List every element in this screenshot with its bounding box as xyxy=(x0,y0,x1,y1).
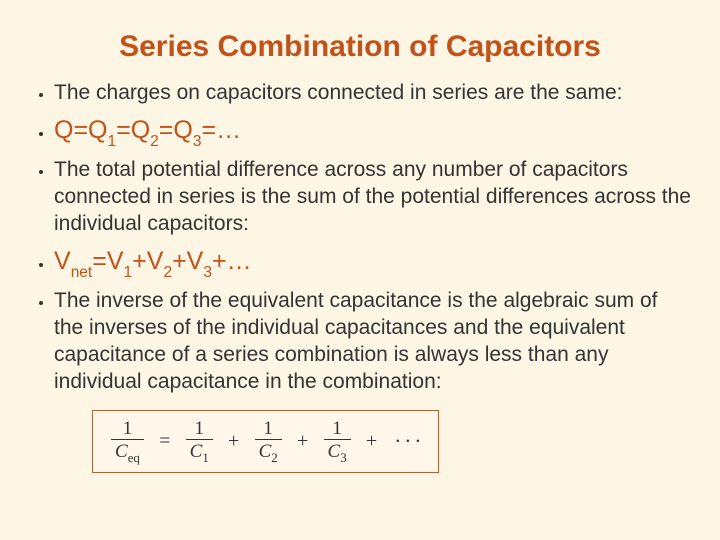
eq-sub: 2 xyxy=(150,133,159,150)
fraction-term: 1 C3 xyxy=(324,419,351,465)
fraction-num: 1 xyxy=(255,419,282,440)
eq-part: +… xyxy=(212,247,252,275)
bullet-text: The charges on capacitors connected in s… xyxy=(54,81,622,104)
eq-part: =… xyxy=(201,116,241,144)
ellipsis: ··· xyxy=(388,429,424,454)
eq-sub: 1 xyxy=(108,133,117,150)
plus-sign: + xyxy=(291,430,314,453)
fraction-num: 1 xyxy=(111,419,144,440)
eq-sub: net xyxy=(71,264,93,281)
eq-sub: 2 xyxy=(163,264,172,281)
eq-sub: 3 xyxy=(203,264,212,281)
den-base: C xyxy=(328,441,341,462)
formula-box: 1 Ceq = 1 C1 + 1 C2 + 1 xyxy=(92,410,439,474)
den-base: C xyxy=(115,441,128,462)
den-base: C xyxy=(259,441,272,462)
formula-region: 1 Ceq = 1 C1 + 1 C2 + 1 xyxy=(92,410,692,474)
bullet-list: The charges on capacitors connected in s… xyxy=(28,80,692,396)
equation-charge: Q=Q1=Q2=Q3=… xyxy=(54,116,241,144)
fraction-lhs: 1 Ceq xyxy=(111,419,144,465)
den-sub: 3 xyxy=(340,450,346,465)
fraction-den: Ceq xyxy=(111,440,144,465)
eq-sub: 1 xyxy=(124,264,133,281)
bullet-item: Vnet=V1+V2+V3+… xyxy=(54,246,692,280)
fraction-num: 1 xyxy=(324,419,351,440)
den-sub: 2 xyxy=(271,450,277,465)
eq-part: =Q xyxy=(159,116,193,144)
bullet-item: Q=Q1=Q2=Q3=… xyxy=(54,115,692,149)
bullet-item: The inverse of the equivalent capacitanc… xyxy=(54,288,692,396)
eq-part: +V xyxy=(132,247,163,275)
equals-sign: = xyxy=(153,430,176,453)
bullet-text: The inverse of the equivalent capacitanc… xyxy=(54,289,658,393)
eq-part: =V xyxy=(92,247,123,275)
fraction-den: C1 xyxy=(186,440,213,465)
fraction-term: 1 C2 xyxy=(255,419,282,465)
eq-sub: 3 xyxy=(193,133,202,150)
den-base: C xyxy=(190,441,203,462)
bullet-text: The total potential difference across an… xyxy=(54,158,691,235)
fraction-num: 1 xyxy=(186,419,213,440)
eq-part: +V xyxy=(172,247,203,275)
slide-title: Series Combination of Capacitors xyxy=(28,30,692,64)
plus-sign: + xyxy=(360,430,383,453)
eq-part: =Q xyxy=(116,116,150,144)
fraction-term: 1 C1 xyxy=(186,419,213,465)
den-sub: 1 xyxy=(202,450,208,465)
eq-part: V xyxy=(54,247,71,275)
bullet-item: The charges on capacitors connected in s… xyxy=(54,80,692,107)
fraction-den: C2 xyxy=(255,440,282,465)
equation-voltage: Vnet=V1+V2+V3+… xyxy=(54,247,252,275)
den-sub: eq xyxy=(128,450,140,465)
bullet-item: The total potential difference across an… xyxy=(54,157,692,238)
slide: Series Combination of Capacitors The cha… xyxy=(0,0,720,540)
plus-sign: + xyxy=(222,430,245,453)
fraction-den: C3 xyxy=(324,440,351,465)
eq-part: Q=Q xyxy=(54,116,108,144)
